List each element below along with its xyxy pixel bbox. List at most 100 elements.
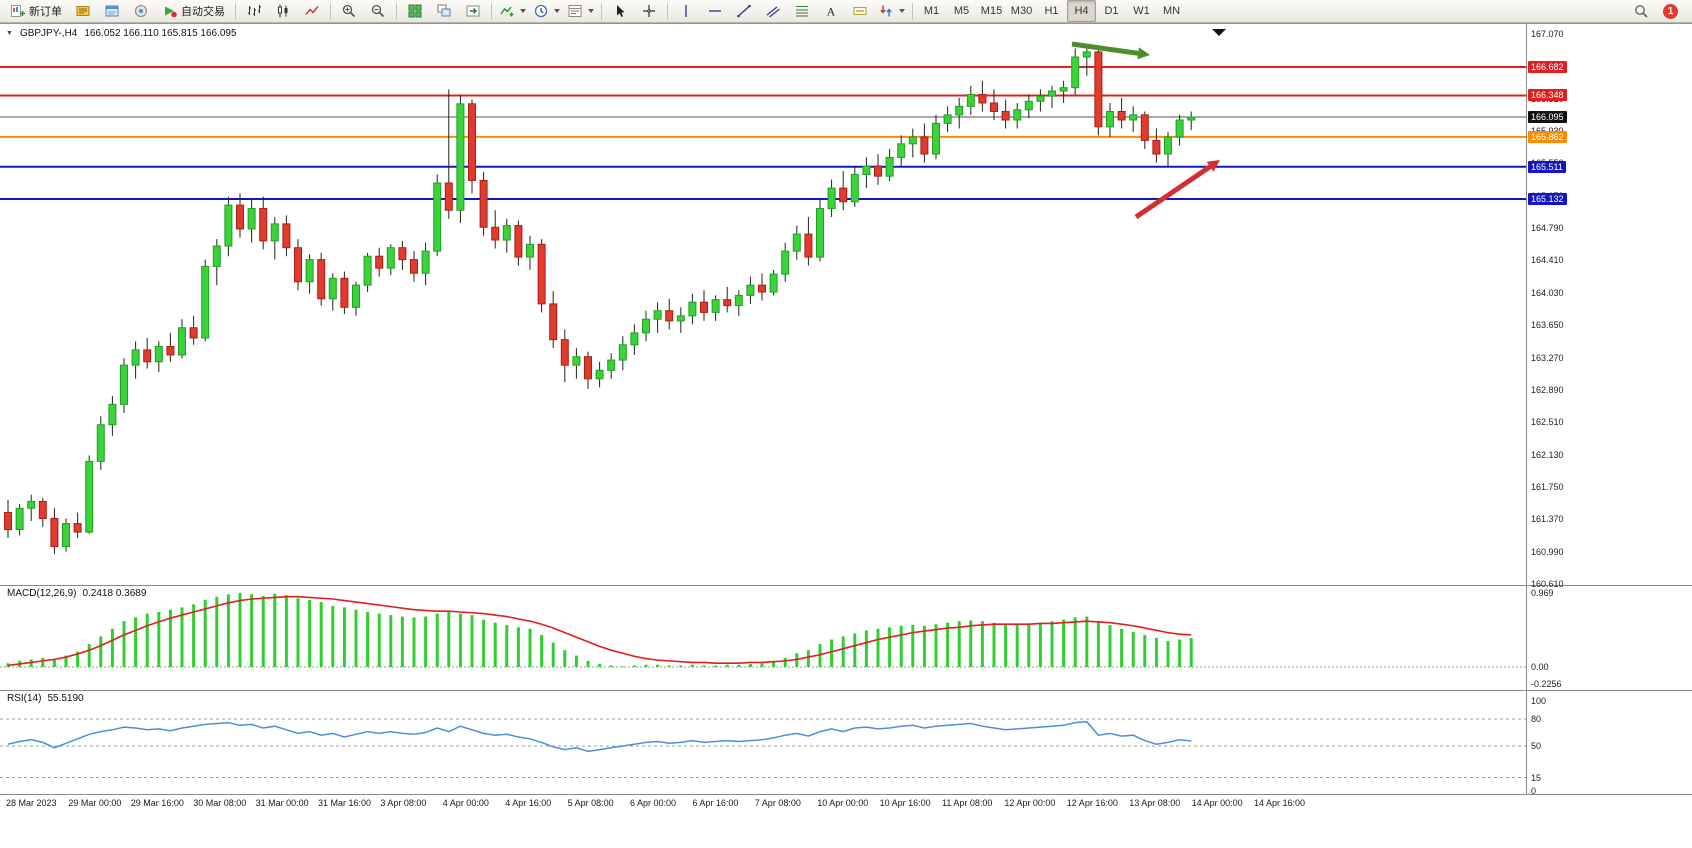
crosshair-icon	[643, 5, 655, 17]
time-axis-label: 14 Apr 00:00	[1191, 798, 1243, 808]
dropdown-caret-icon	[899, 9, 905, 13]
crosshair-button[interactable]	[635, 0, 663, 22]
timeframe-button-m5[interactable]: M5	[953, 5, 970, 17]
navigator-button[interactable]	[127, 0, 155, 22]
timeframe-button-h1[interactable]: H1	[1044, 5, 1059, 17]
price-level-badge: 166.682	[1528, 61, 1567, 74]
price-axis-label: 164.030	[1531, 287, 1564, 298]
timeframe-button-d1[interactable]: D1	[1104, 5, 1119, 17]
timeframe-button-m15[interactable]: M15	[980, 5, 1003, 17]
indicators-icon	[500, 6, 514, 17]
rsi-axis-label: 50	[1531, 741, 1542, 751]
macd-name-label: MACD(12,26,9)	[7, 588, 77, 599]
price-level-badge: 165.511	[1528, 160, 1566, 173]
chart-canvas[interactable]	[0, 24, 1692, 848]
toolbar-separator	[235, 2, 236, 20]
timeframe-button-h4[interactable]: H4	[1067, 0, 1096, 22]
channel-button[interactable]	[759, 0, 787, 22]
collapse-chart-icon[interactable]: ▼	[6, 30, 13, 37]
price-axis-label: 164.410	[1531, 255, 1564, 266]
bar-chart-button[interactable]	[240, 0, 268, 22]
macd-values-label: 0.2418 0.3689	[82, 588, 147, 599]
data-window-icon	[105, 5, 119, 17]
time-axis-label: 7 Apr 08:00	[754, 798, 801, 808]
arrows-shapes-button[interactable]	[875, 0, 908, 22]
main-toolbar: 新订单 自动交易	[0, 0, 1692, 23]
rsi-axis-label: 80	[1531, 714, 1542, 724]
zoom-out-button[interactable]	[364, 0, 392, 22]
chart-shift-button[interactable]	[459, 0, 487, 22]
cursor-button[interactable]	[606, 0, 634, 22]
market-watch-button[interactable]	[69, 0, 97, 22]
toolbar-separator	[667, 2, 668, 20]
candlestick-chart-button[interactable]	[269, 0, 297, 22]
zoom-out-icon	[371, 4, 385, 18]
symbol-timeframe-label: GBPJPY-,H4	[19, 28, 78, 39]
line-chart-icon	[305, 6, 319, 15]
search-icon	[1635, 5, 1648, 18]
search-button[interactable]	[1627, 0, 1655, 22]
time-axis-label: 6 Apr 16:00	[692, 798, 739, 808]
time-axis-label: 12 Apr 00:00	[1004, 798, 1056, 808]
price-axis-label: 160.990	[1531, 546, 1564, 557]
chart-shift-icon	[466, 5, 480, 17]
time-axis-label: 29 Mar 00:00	[68, 798, 122, 808]
time-axis-label: 4 Apr 00:00	[442, 798, 489, 808]
notification-badge[interactable]: 1	[1663, 3, 1678, 19]
time-axis-label: 11 Apr 08:00	[942, 798, 993, 808]
periods-button[interactable]	[530, 0, 563, 22]
price-axis-label: 163.270	[1531, 352, 1564, 363]
dropdown-caret-icon	[588, 9, 594, 13]
indicators-button[interactable]	[496, 0, 529, 22]
cursor-icon	[617, 5, 625, 17]
svg-text:A: A	[827, 5, 836, 19]
ohlc-values-label: 166.052 166.110 165.815 166.095	[84, 28, 237, 39]
toolbar-right-group: 1	[1627, 0, 1688, 22]
rsi-axis-label: 15	[1531, 772, 1542, 783]
zoom-in-icon	[342, 4, 356, 18]
trendline-icon	[737, 4, 751, 18]
rsi-panel-label: RSI(14) 55.5190	[7, 693, 84, 704]
chart-header: ▼ GBPJPY-,H4 166.052 166.110 165.815 166…	[6, 28, 237, 39]
dropdown-caret-icon	[520, 9, 526, 13]
toolbar-separator	[912, 2, 913, 20]
zoom-in-button[interactable]	[335, 0, 363, 22]
price-axis-label: 162.510	[1531, 417, 1564, 428]
fibonacci-button[interactable]	[788, 0, 816, 22]
cascade-windows-button[interactable]	[430, 0, 458, 22]
time-axis-label: 12 Apr 16:00	[1066, 798, 1118, 808]
timeframe-button-m30[interactable]: M30	[1010, 5, 1033, 17]
text-button[interactable]: A	[817, 0, 845, 22]
data-window-button[interactable]	[98, 0, 126, 22]
timeframe-toolbar: M1 M5 M15 M30 H1 H4 D1 W1 MN	[917, 0, 1186, 22]
timeframe-button-w1[interactable]: W1	[1133, 5, 1150, 17]
new-order-button[interactable]: 新订单	[4, 0, 68, 22]
line-chart-button[interactable]	[298, 0, 326, 22]
timeframe-button-mn[interactable]: MN	[1162, 5, 1181, 17]
toolbar-separator	[491, 2, 492, 20]
navigator-icon	[135, 5, 147, 17]
time-axis-label: 31 Mar 16:00	[318, 798, 372, 808]
dropdown-caret-icon	[554, 9, 560, 13]
rsi-value-label: 55.5190	[47, 693, 84, 704]
time-axis-label: 10 Apr 16:00	[879, 798, 931, 808]
time-axis-label: 6 Apr 00:00	[630, 798, 677, 808]
tile-windows-icon	[408, 4, 422, 18]
auto-trading-button[interactable]: 自动交易	[156, 0, 231, 22]
timeframe-button-m1[interactable]: M1	[923, 5, 940, 17]
text-label-button[interactable]	[846, 0, 874, 22]
templates-button[interactable]	[564, 0, 597, 22]
macd-axis-label: 0.969	[1531, 587, 1554, 598]
cascade-windows-icon	[437, 4, 451, 17]
trendline-button[interactable]	[730, 0, 758, 22]
time-axis-label: 5 Apr 08:00	[567, 798, 614, 808]
price-axis-label: 161.750	[1531, 481, 1564, 492]
horizontal-line-button[interactable]	[701, 0, 729, 22]
vertical-line-button[interactable]	[672, 0, 700, 22]
tile-windows-button[interactable]	[401, 0, 429, 22]
text-label-icon	[853, 7, 867, 15]
toolbar-separator	[601, 2, 602, 20]
price-level-badge: 166.348	[1528, 89, 1567, 102]
macd-axis-label: -0.2256	[1531, 679, 1562, 690]
bar-chart-icon	[248, 5, 261, 16]
